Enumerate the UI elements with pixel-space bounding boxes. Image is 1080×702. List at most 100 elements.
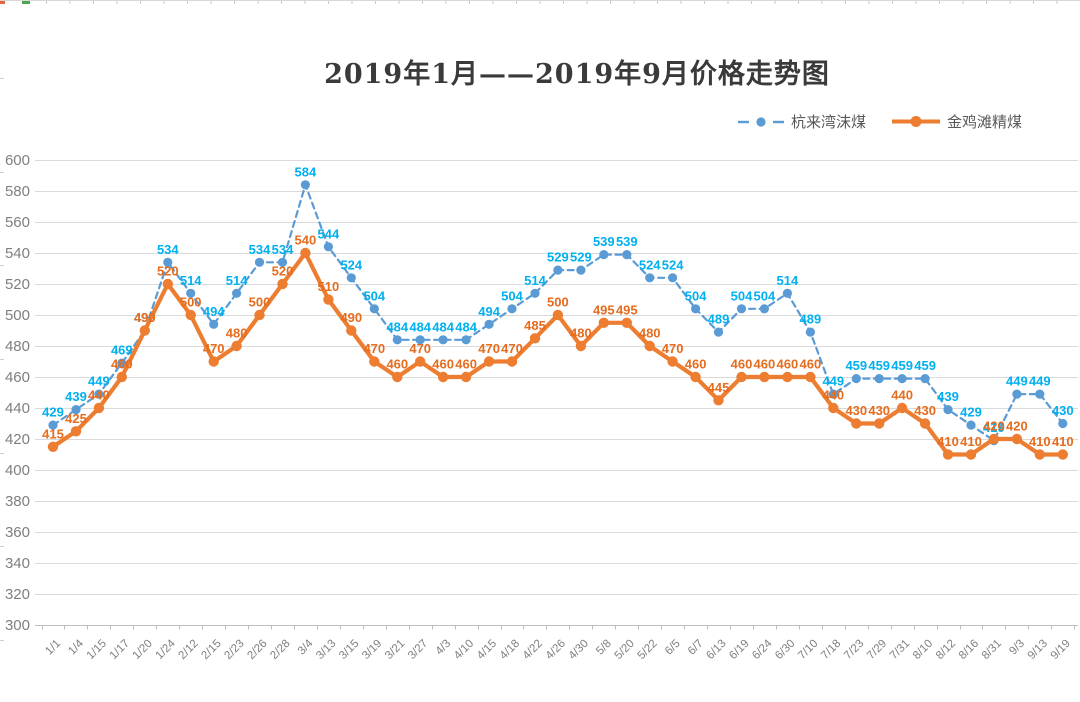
data-point-marker[interactable] bbox=[47, 441, 59, 452]
data-point-marker[interactable] bbox=[1058, 418, 1068, 429]
data-point-marker[interactable] bbox=[920, 374, 930, 384]
data-point-marker[interactable] bbox=[621, 317, 632, 328]
data-point-marker[interactable] bbox=[943, 405, 953, 415]
data-point-marker[interactable] bbox=[231, 340, 242, 352]
data-point-marker[interactable] bbox=[575, 340, 587, 352]
data-point-marker[interactable] bbox=[483, 356, 495, 367]
data-point-marker[interactable] bbox=[300, 247, 311, 259]
data-point-marker[interactable] bbox=[874, 418, 885, 429]
data-point-marker[interactable] bbox=[461, 335, 471, 345]
y-axis-tick-label: 440 bbox=[5, 400, 30, 417]
data-label: 460 bbox=[800, 357, 822, 372]
data-point-marker[interactable] bbox=[690, 371, 701, 383]
data-point-marker[interactable] bbox=[163, 257, 173, 267]
data-point-marker[interactable] bbox=[805, 327, 816, 337]
data-point-marker[interactable] bbox=[93, 402, 105, 414]
data-point-marker[interactable] bbox=[346, 273, 356, 283]
data-point-marker[interactable] bbox=[70, 426, 82, 437]
data-point-marker[interactable] bbox=[277, 257, 288, 267]
data-point-marker[interactable] bbox=[392, 371, 403, 383]
legend-item-hanglaiwan[interactable]: 杭来湾沫煤 bbox=[738, 111, 866, 132]
data-point-marker[interactable] bbox=[805, 371, 816, 383]
data-point-marker[interactable] bbox=[254, 257, 265, 267]
data-point-marker[interactable] bbox=[713, 327, 724, 337]
data-point-marker[interactable] bbox=[851, 374, 861, 384]
data-point-marker[interactable] bbox=[1012, 389, 1022, 399]
data-point-marker[interactable] bbox=[437, 371, 449, 383]
data-point-marker[interactable] bbox=[232, 288, 242, 298]
data-point-marker[interactable] bbox=[553, 265, 563, 275]
data-point-marker[interactable] bbox=[828, 389, 838, 399]
data-point-marker[interactable] bbox=[1035, 389, 1045, 399]
data-point-marker[interactable] bbox=[346, 325, 357, 336]
data-point-marker[interactable] bbox=[117, 358, 127, 368]
data-point-marker[interactable] bbox=[323, 242, 333, 252]
data-point-marker[interactable] bbox=[71, 405, 81, 415]
data-point-marker[interactable] bbox=[576, 265, 586, 275]
data-point-marker[interactable] bbox=[162, 278, 173, 290]
data-point-marker[interactable] bbox=[323, 294, 334, 305]
data-point-marker[interactable] bbox=[966, 420, 976, 430]
data-label: 529 bbox=[570, 250, 592, 265]
data-point-marker[interactable] bbox=[209, 319, 219, 329]
data-point-marker[interactable] bbox=[668, 273, 678, 283]
data-point-marker[interactable] bbox=[484, 319, 494, 329]
data-point-marker[interactable] bbox=[897, 374, 907, 384]
data-label: 470 bbox=[363, 341, 385, 356]
data-point-marker[interactable] bbox=[645, 273, 655, 283]
data-point-marker[interactable] bbox=[116, 371, 128, 383]
data-point-marker[interactable] bbox=[552, 309, 564, 321]
data-point-marker[interactable] bbox=[415, 335, 425, 345]
data-point-marker[interactable] bbox=[460, 371, 472, 383]
data-point-marker[interactable] bbox=[851, 418, 862, 429]
data-point-marker[interactable] bbox=[529, 333, 541, 344]
data-point-marker[interactable] bbox=[667, 356, 678, 367]
data-label: 429 bbox=[42, 405, 64, 420]
data-point-marker[interactable] bbox=[598, 317, 609, 328]
data-point-marker[interactable] bbox=[186, 288, 196, 298]
data-point-marker[interactable] bbox=[507, 304, 517, 314]
data-point-marker[interactable] bbox=[713, 395, 724, 406]
data-point-marker[interactable] bbox=[942, 449, 954, 460]
legend-item-jinjitan[interactable]: 金鸡滩精煤 bbox=[892, 111, 1022, 132]
data-point-marker[interactable] bbox=[782, 371, 793, 383]
data-point-marker[interactable] bbox=[48, 420, 58, 430]
data-point-marker[interactable] bbox=[506, 356, 518, 367]
data-point-marker[interactable] bbox=[988, 433, 1000, 445]
data-point-marker[interactable] bbox=[94, 389, 104, 399]
data-point-marker[interactable] bbox=[691, 304, 701, 314]
data-point-marker[interactable] bbox=[644, 340, 655, 352]
data-point-marker[interactable] bbox=[736, 371, 747, 383]
data-point-marker[interactable] bbox=[622, 250, 632, 260]
data-point-marker[interactable] bbox=[759, 371, 770, 383]
data-point-marker[interactable] bbox=[139, 325, 150, 336]
data-point-marker[interactable] bbox=[828, 402, 839, 414]
data-point-marker[interactable] bbox=[896, 402, 908, 414]
data-point-marker[interactable] bbox=[185, 309, 196, 321]
data-point-marker[interactable] bbox=[208, 356, 219, 367]
data-point-marker[interactable] bbox=[736, 304, 747, 314]
data-point-marker[interactable] bbox=[254, 309, 265, 321]
data-point-marker[interactable] bbox=[415, 356, 426, 367]
data-point-marker[interactable] bbox=[277, 278, 288, 290]
data-point-marker[interactable] bbox=[300, 180, 310, 190]
data-point-marker[interactable] bbox=[919, 418, 931, 429]
data-label: 504 bbox=[685, 288, 707, 303]
data-point-marker[interactable] bbox=[530, 288, 540, 298]
data-point-marker[interactable] bbox=[369, 356, 380, 367]
x-axis-category-label: 9/13 bbox=[1026, 638, 1050, 662]
data-point-marker[interactable] bbox=[438, 335, 448, 345]
data-point-marker[interactable] bbox=[874, 374, 884, 384]
chart-title[interactable]: 2019年1月——2019年9月价格走势图 bbox=[324, 59, 830, 90]
data-point-marker[interactable] bbox=[1011, 433, 1023, 445]
data-point-marker[interactable] bbox=[392, 335, 402, 345]
data-point-marker[interactable] bbox=[782, 288, 793, 298]
data-point-marker[interactable] bbox=[599, 250, 609, 260]
data-point-marker[interactable] bbox=[1034, 449, 1046, 460]
data-point-marker[interactable] bbox=[369, 304, 379, 314]
data-point-marker[interactable] bbox=[965, 449, 977, 460]
data-label: 510 bbox=[318, 279, 340, 294]
data-point-marker[interactable] bbox=[1057, 449, 1069, 460]
data-point-marker[interactable] bbox=[759, 304, 770, 314]
